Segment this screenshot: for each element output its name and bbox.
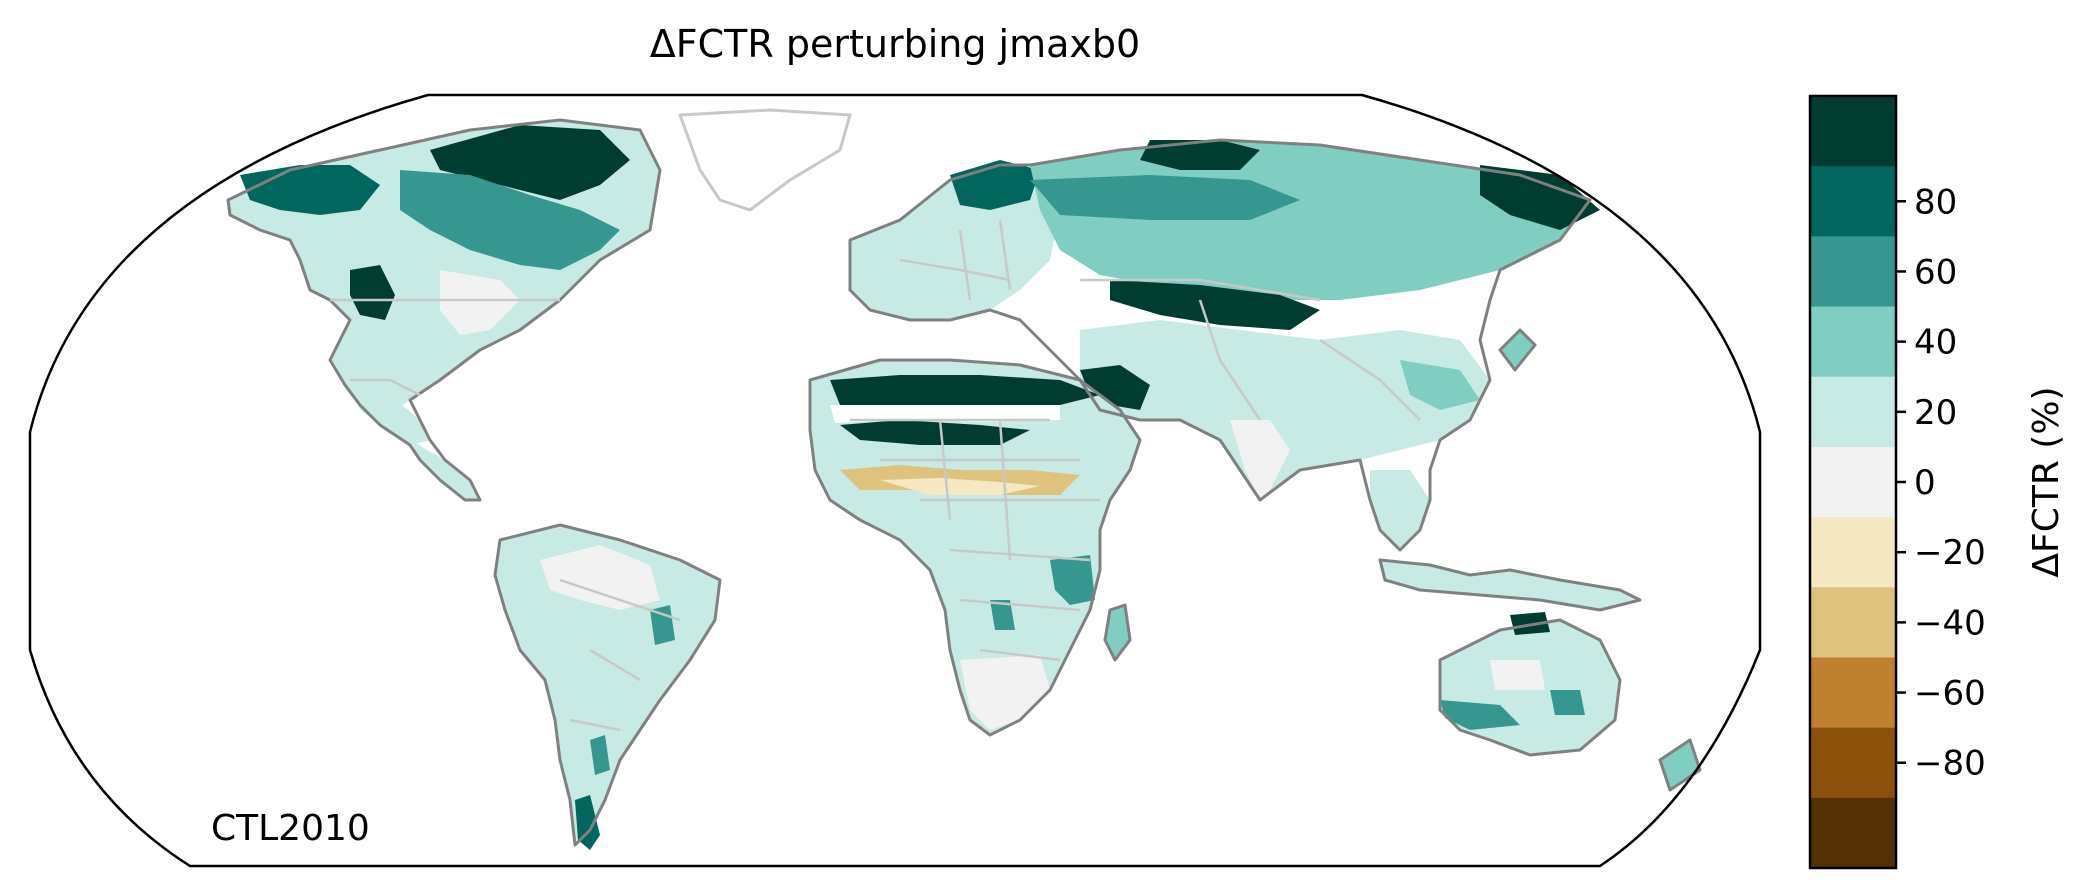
colorbar-segment — [1810, 96, 1896, 167]
new-zealand — [1660, 740, 1700, 790]
colorbar-segment — [1810, 727, 1896, 799]
asia-south-landmass — [1080, 320, 1490, 500]
colorbar-tick-label: −60 — [1914, 674, 1986, 714]
colorbar-tick-label: 60 — [1914, 252, 1957, 292]
australia-teal — [1440, 690, 1585, 730]
south-america-teal-patches — [590, 605, 675, 775]
colorbar-tick-label: −20 — [1914, 533, 1986, 573]
australia-neutral — [1490, 660, 1545, 690]
panel-label: CTL2010 — [211, 808, 370, 849]
siberia-dark-east — [1480, 165, 1600, 230]
patagonia-dark — [575, 795, 600, 850]
colorbar-segment — [1810, 306, 1896, 378]
greenland-white — [680, 110, 850, 210]
russia-teal-band — [1030, 175, 1300, 220]
colorbar-segment — [1810, 657, 1896, 729]
colorbar-tick-label: 40 — [1914, 323, 1957, 363]
sahara-dark-band-1 — [830, 375, 1100, 405]
south-america-north-neutral — [540, 545, 660, 610]
map-boundary — [28, 93, 1762, 868]
colorbar-segment — [1810, 587, 1896, 658]
china-teal — [1400, 360, 1480, 410]
borders-asia — [1080, 278, 1421, 421]
central-asia-dark — [1110, 280, 1320, 330]
border-us-mexico — [350, 378, 421, 397]
southeast-asia — [1370, 470, 1430, 550]
west-us-dark — [350, 265, 395, 320]
central-america — [410, 440, 480, 500]
map-title: ΔFCTR perturbing jmaxb0 — [649, 22, 1141, 66]
colorbar-tick-label: −40 — [1914, 603, 1986, 643]
colorbar-segment — [1810, 517, 1896, 588]
colorbar-tick-label: 20 — [1914, 393, 1957, 433]
east-africa-teal — [990, 555, 1095, 630]
land-cells — [228, 110, 1700, 850]
coast-australia — [1438, 618, 1622, 757]
borders-south-america — [559, 578, 681, 732]
coastlines — [226, 108, 1702, 847]
colorbar-segment — [1810, 376, 1896, 448]
colorbar-tick-label: −80 — [1914, 744, 1986, 784]
borders-africa — [850, 418, 1100, 662]
coast-south-america — [493, 523, 722, 847]
coast-new-zealand — [1658, 738, 1702, 792]
colorbar-tick-label: 80 — [1914, 182, 1957, 222]
siberia-dark-central — [1140, 140, 1260, 170]
indonesia-islands — [1380, 560, 1640, 610]
borders-europe — [899, 219, 1012, 301]
north-asia-landmass — [1030, 140, 1590, 300]
colorbar-segment — [1810, 166, 1896, 237]
india-neutral — [1230, 420, 1290, 500]
colorbar-segment — [1810, 797, 1896, 869]
sahel-light-tan — [880, 478, 1040, 495]
coast-greenland — [678, 108, 852, 212]
south-america-landmass — [495, 525, 720, 845]
coast-madagascar — [1103, 603, 1132, 662]
coast-japan — [1498, 328, 1537, 372]
coast-africa — [808, 358, 1142, 737]
colorbar: 80 60 40 20 0 −20 −40 −60 −80 ΔFCTR (%) — [1808, 94, 2067, 870]
canada-mid-teal — [400, 170, 620, 270]
colorbar-segment — [1810, 446, 1896, 518]
colorbar-tick-label: 0 — [1914, 463, 1936, 503]
sahel-white-band — [830, 405, 1060, 423]
africa-landmass — [810, 360, 1140, 735]
coast-eurasia — [848, 138, 1592, 552]
canada-north-dark — [430, 125, 630, 200]
coast-indonesia — [1378, 558, 1642, 612]
colorbar-segment — [1810, 236, 1896, 308]
sahara-dark-band-2 — [840, 420, 1030, 445]
country-borders — [330, 219, 1421, 732]
mexico — [350, 380, 430, 445]
east-us-neutral — [440, 270, 520, 335]
colorbar-label: ΔFCTR (%) — [2026, 386, 2067, 577]
coast-north-america — [226, 118, 662, 502]
